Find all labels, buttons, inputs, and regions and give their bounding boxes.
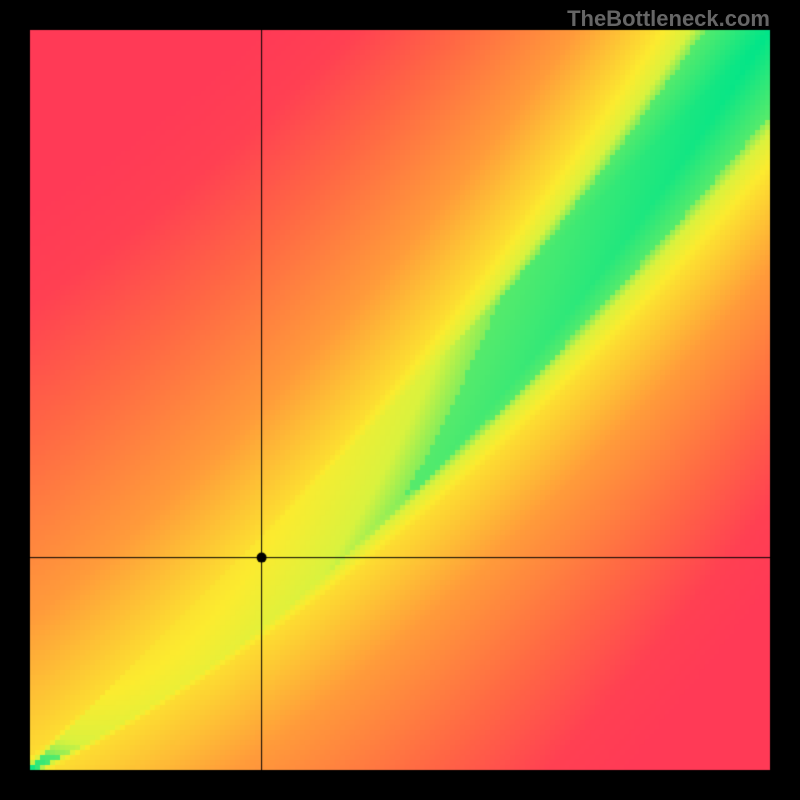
bottleneck-heatmap [0, 0, 800, 800]
chart-container: TheBottleneck.com [0, 0, 800, 800]
watermark-text: TheBottleneck.com [567, 6, 770, 32]
